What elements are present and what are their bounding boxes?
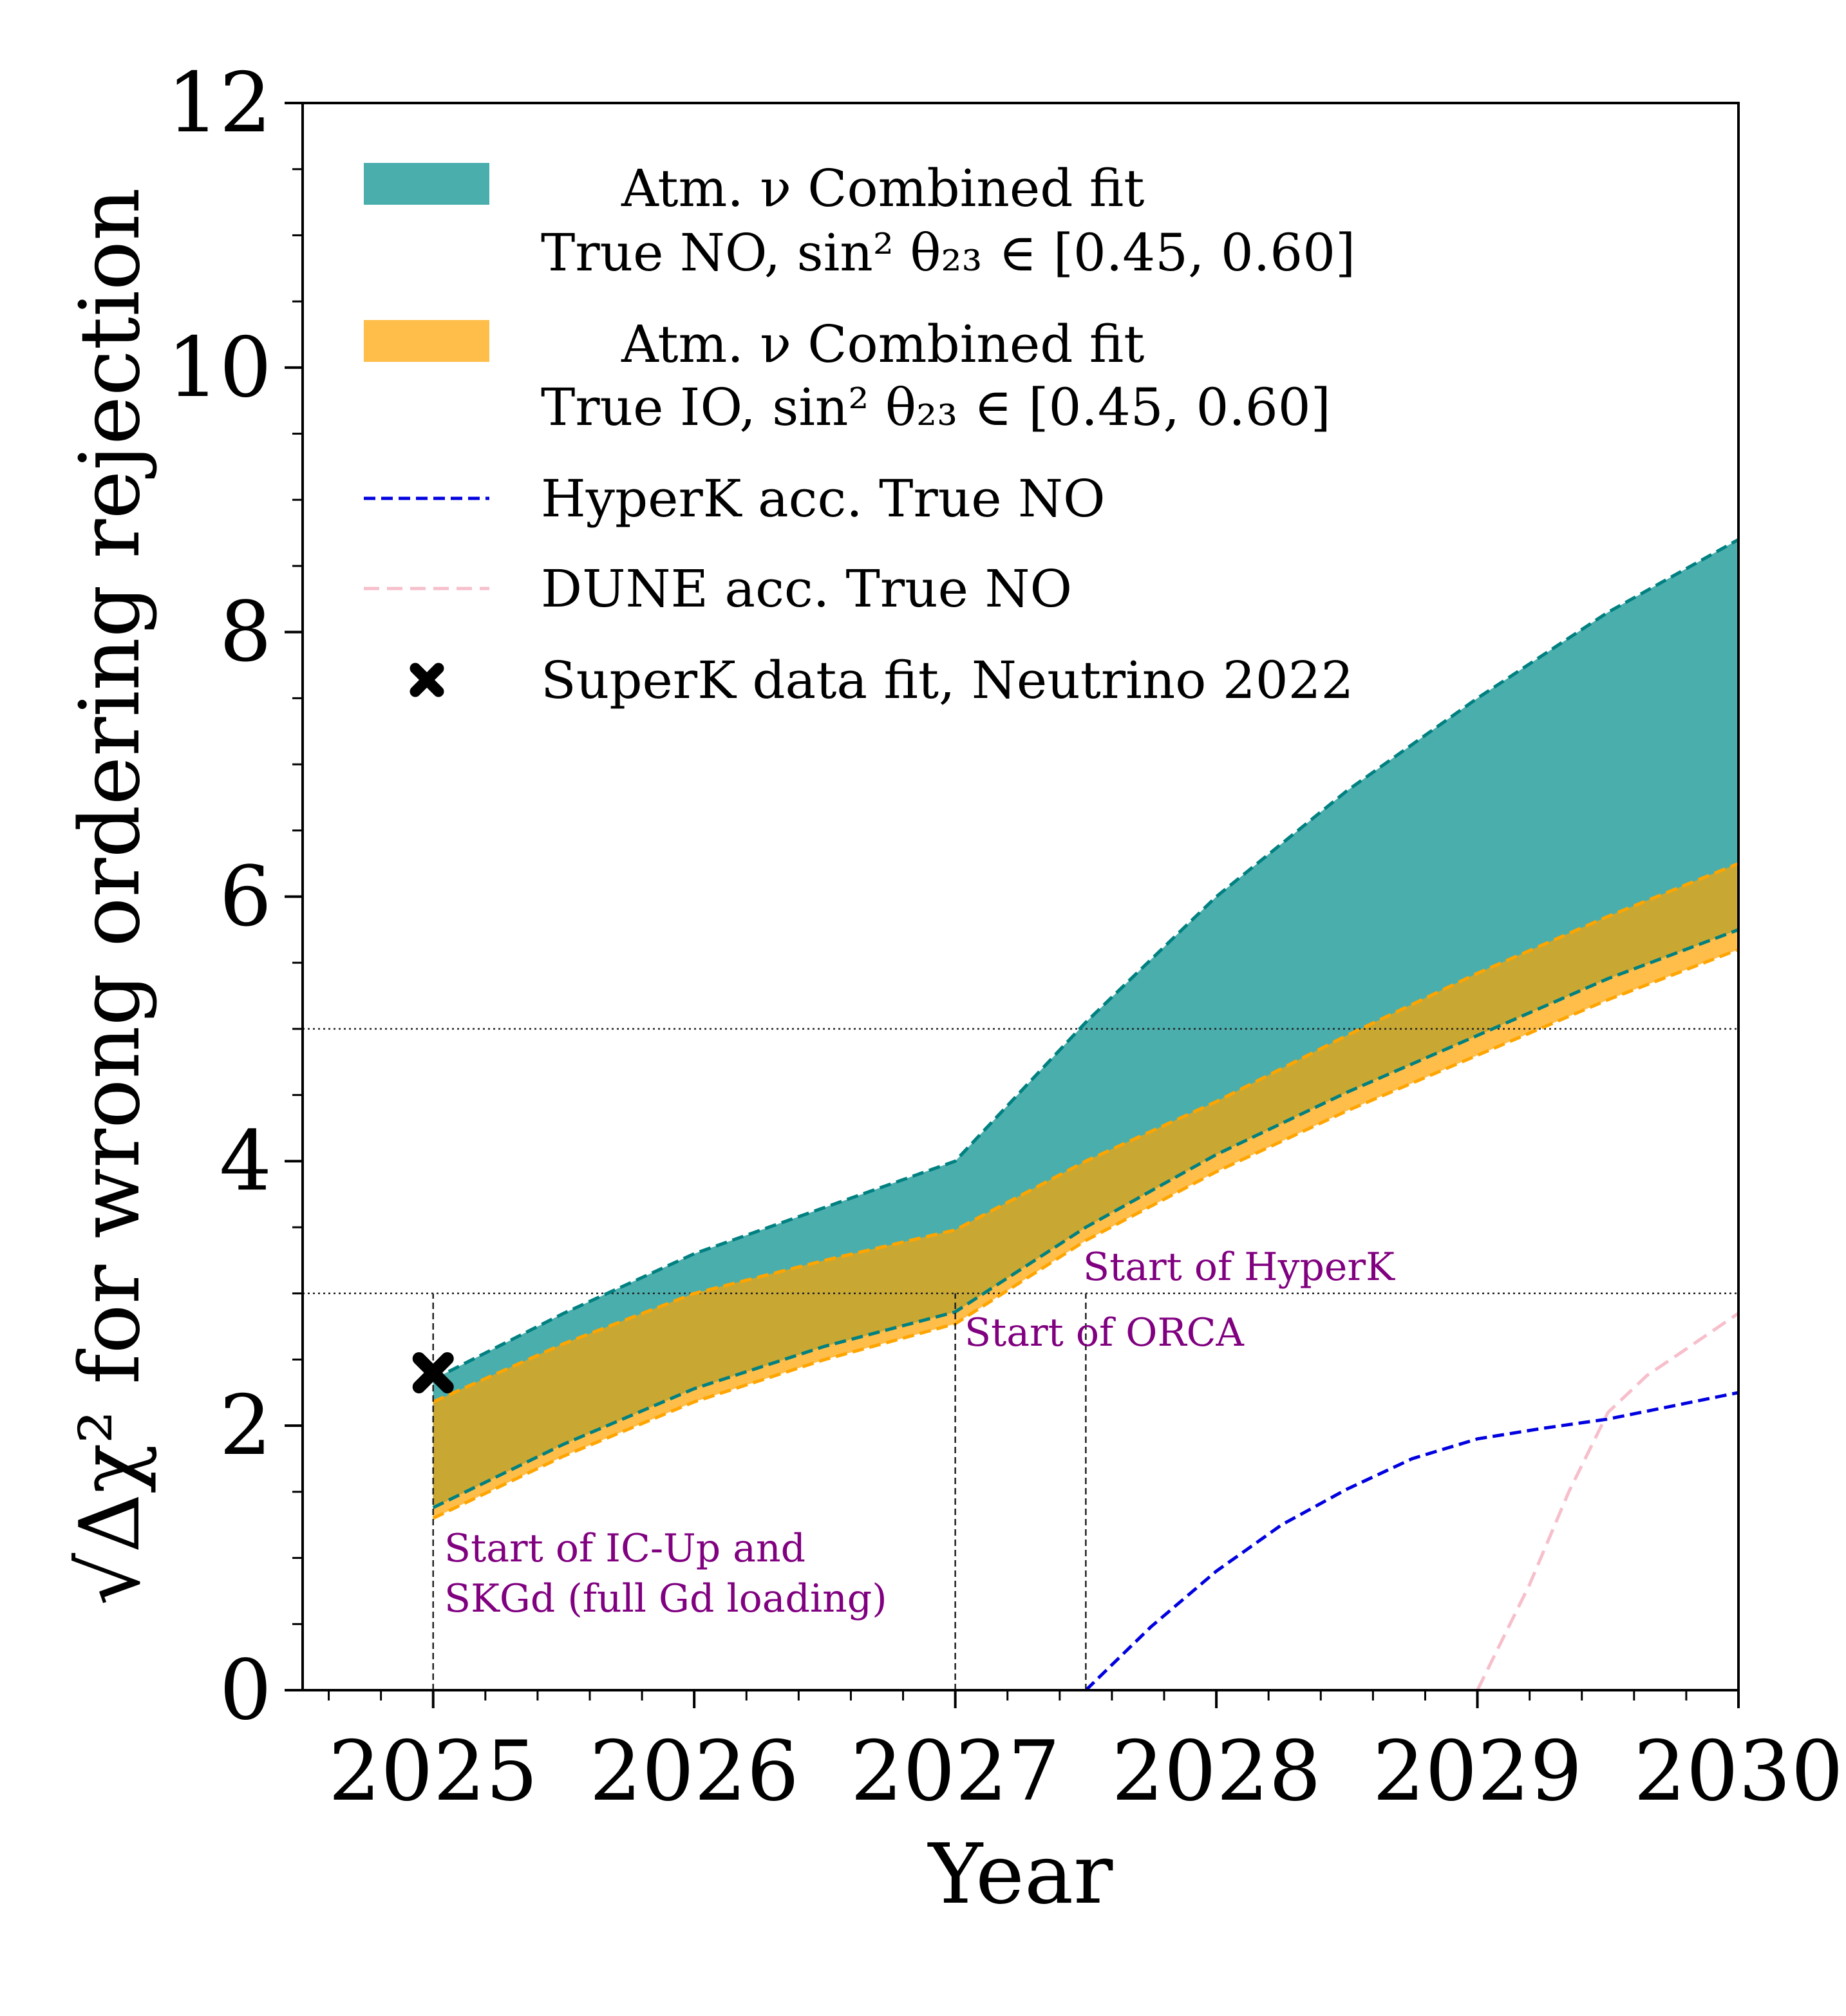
annotation-text-1-0: Start of ORCA	[965, 1310, 1245, 1355]
series-lines	[432, 538, 1740, 1691]
y-tick-label-0: 0	[220, 1643, 272, 1738]
reference-lines	[303, 1028, 1738, 1294]
x-axis-title: Year	[927, 1827, 1113, 1923]
annotation-vlines	[432, 1293, 1087, 1690]
legend-label-no-line2: True NO, sin² θ₂₃ ∈ [0.45, 0.60]	[541, 223, 1355, 283]
y-axis-title: √Δχ² for wrong ordering rejection	[62, 188, 158, 1606]
legend-swatch-superk	[410, 663, 444, 697]
x-tick-label-2027: 2027	[851, 1724, 1060, 1820]
legend-label-no-line1: Atm. ν Combined fit	[621, 158, 1144, 218]
legend-swatch-superk-shape	[410, 663, 444, 697]
no-lower-edge	[432, 928, 1739, 1509]
io-upper-edge	[432, 862, 1739, 1404]
x-tick-label-2026: 2026	[589, 1724, 799, 1820]
axes-layer: 0 2 4 6 8 10 12 2025 2026 2027 2028 2029 2030 Year √Δχ…	[62, 55, 1843, 1923]
io-lower-edge	[432, 948, 1739, 1520]
legend-swatch-no	[364, 163, 489, 205]
legend-label-hyperk: HyperK acc. True NO	[541, 469, 1106, 529]
markers-layer	[412, 1352, 454, 1393]
x-tick-label-2029: 2029	[1373, 1724, 1583, 1820]
superk-marker	[412, 1352, 454, 1393]
y-tick-label-8: 8	[220, 585, 272, 681]
no-upper-edge	[432, 538, 1740, 1381]
y-tick-label-10: 10	[167, 320, 272, 416]
x-tick-label-2025: 2025	[328, 1724, 538, 1820]
dune-line	[1476, 1312, 1740, 1691]
x-tick-label-2030: 2030	[1634, 1724, 1843, 1820]
legend-label-superk: SuperK data fit, Neutrino 2022	[541, 650, 1353, 710]
annotation-text-0-0: Start of IC-Up and	[444, 1526, 805, 1571]
annotations-layer: Start of IC-Up and SKGd (full Gd loading)…	[444, 1245, 1395, 1621]
legend-label-io-line1: Atm. ν Combined fit	[621, 314, 1144, 374]
y-tick-label-4: 4	[220, 1113, 272, 1209]
y-tick-label-6: 6	[220, 849, 272, 945]
band-overlap	[433, 863, 1739, 1508]
superk-marker-shape	[412, 1352, 454, 1393]
y-tick-label-2: 2	[220, 1378, 272, 1474]
legend-label-io-line2: True IO, sin² θ₂₃ ∈ [0.45, 0.60]	[541, 377, 1331, 437]
annotation-text-2-0: Start of HyperK	[1083, 1245, 1395, 1290]
y-tick-label-12: 12	[167, 55, 272, 151]
hyperk-line	[1084, 1391, 1739, 1691]
x-tick-label-2028: 2028	[1111, 1724, 1321, 1820]
annotation-text-0-1: SKGd (full Gd loading)	[444, 1576, 887, 1621]
legend-label-dune: DUNE acc. True NO	[541, 559, 1072, 619]
legend-swatch-io	[364, 320, 489, 362]
